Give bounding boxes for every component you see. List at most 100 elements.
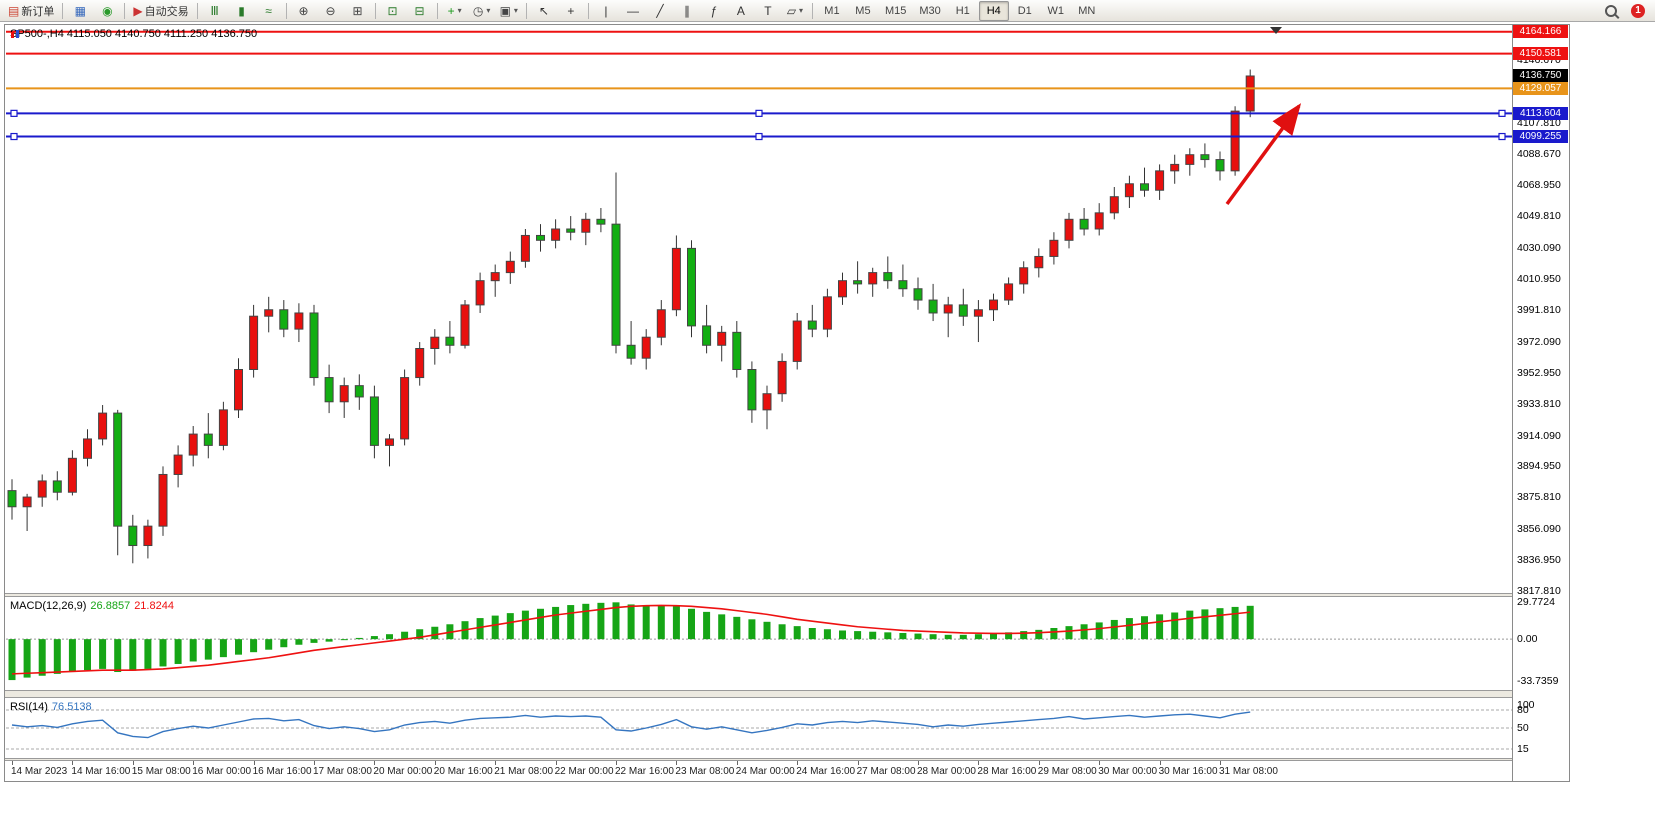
price-tick-label: 4088.670 (1517, 147, 1561, 160)
fibonacci-icon: ƒ (710, 3, 718, 18)
time-tick (193, 761, 195, 765)
rsi-scale-label: 100 (1517, 699, 1535, 711)
candle-chart-type-button[interactable]: ▮ (229, 1, 255, 21)
tile-windows-icon: ⊞ (352, 3, 363, 18)
rsi-value: 76.5138 (51, 701, 92, 713)
notifications-button[interactable]: 1 (1625, 1, 1651, 21)
timeframe-h1-button[interactable]: H1 (955, 4, 970, 17)
timeframe-m1-button[interactable]: M1 (824, 4, 840, 17)
rsi-indicator-label: RSI(14) 76.5138 (10, 701, 92, 713)
crosshair-button[interactable]: + (558, 1, 584, 21)
time-label: 16 Mar 16:00 (252, 766, 312, 777)
toolbar-separator (285, 2, 287, 19)
vertical-line-button[interactable]: | (593, 1, 619, 21)
current-price-badge: 4136.750 (1513, 69, 1568, 83)
add-indicator-icon: + (447, 3, 455, 18)
time-tick (978, 761, 980, 765)
macd-indicator-label: MACD(12,26,9) 26.8857 21.8244 (10, 600, 174, 612)
shapes-icon: ▱ (786, 3, 797, 18)
macd-scale-label: 0.00 (1517, 633, 1538, 646)
panel-separator[interactable] (5, 593, 1569, 597)
zoom-in-button[interactable]: ⊕ (291, 1, 317, 21)
macd-scale-label: -33.7359 (1517, 674, 1559, 687)
timeframe-m15-button[interactable]: M15 (884, 4, 907, 17)
rsi-scale-label: 15 (1517, 743, 1529, 755)
panel-separator[interactable] (5, 690, 1569, 698)
search-button[interactable] (1598, 1, 1624, 21)
autotrading-button[interactable]: ▶ 自动交易 (129, 1, 192, 21)
line-handle (10, 132, 18, 141)
bar-chart-type-button[interactable]: Ⅲ (202, 1, 228, 21)
channel-icon: ∥ (683, 3, 690, 18)
timeframe-w1-button[interactable]: W1 (1047, 4, 1065, 17)
template-button[interactable]: ▣ ▾ (496, 1, 522, 21)
trend-arrow[interactable] (1225, 103, 1302, 206)
channel-button[interactable]: ∥ (674, 1, 700, 21)
toolbar-separator (196, 2, 198, 19)
macd-main-value: 26.8857 (90, 600, 131, 612)
macd-name: MACD(12,26,9) (10, 600, 87, 612)
fibonacci-button[interactable]: ƒ (701, 1, 727, 21)
timeframe-mn-button[interactable]: MN (1078, 4, 1096, 17)
zoom-out-button[interactable]: ⊖ (318, 1, 344, 21)
indicators-window-button[interactable]: ⊡ (380, 1, 406, 21)
horizontal-line-button[interactable]: — (620, 1, 646, 21)
price-tick-label: 3894.950 (1517, 460, 1561, 473)
market-watch-icon: ◉ (102, 3, 113, 18)
time-tick (555, 761, 557, 765)
label-button[interactable]: T (755, 1, 781, 21)
timeframe-m5-button[interactable]: M5 (855, 4, 871, 17)
time-label: 30 Mar 00:00 (1098, 766, 1158, 777)
price-line-badge: 4129.057 (1513, 81, 1568, 95)
trendline-icon: ╱ (656, 3, 664, 18)
crosshair-icon: + (567, 3, 575, 18)
indicators-list-button[interactable]: ⊟ (407, 1, 433, 21)
timeframe-h4-button[interactable]: H4 (978, 0, 1009, 21)
add-indicator-button[interactable]: + ▾ (442, 1, 468, 21)
market-watch-button[interactable]: ◉ (94, 1, 120, 21)
macd-scale-label: 29.7724 (1517, 596, 1555, 609)
time-tick (374, 761, 376, 765)
shapes-button[interactable]: ▱ ▾ (782, 1, 808, 21)
rsi-canvas[interactable] (6, 698, 1512, 758)
candlestick-chart-icon: ▮ (238, 3, 245, 18)
chart-shift-marker[interactable] (1270, 27, 1282, 34)
macd-histogram (8, 602, 1254, 681)
time-tick (1038, 761, 1040, 765)
time-tick (616, 761, 617, 765)
time-label: 17 Mar 08:00 (313, 766, 372, 777)
price-tick-label: 3933.810 (1517, 397, 1561, 410)
time-tick (1220, 761, 1221, 765)
price-line-badge: 4113.604 (1513, 106, 1568, 120)
main-chart-canvas[interactable] (6, 26, 1512, 593)
line-chart-type-button[interactable]: ≈ (256, 1, 282, 21)
time-tick (857, 761, 859, 765)
time-axis[interactable]: 14 Mar 2023 14 Mar 16:00 15 Mar 08:00 16 Ma… (5, 761, 1512, 781)
trendline-button[interactable]: ╱ (647, 1, 673, 21)
toolbar-separator (436, 2, 438, 19)
period-menu-button[interactable]: ◷ ▾ (469, 1, 495, 21)
text-icon: A (736, 3, 745, 18)
charts-grid-button[interactable]: ▦ (67, 1, 93, 21)
horizontal-line-objects[interactable] (6, 30, 1512, 141)
tile-windows-button[interactable]: ⊞ (345, 1, 371, 21)
time-tick (676, 761, 678, 765)
price-tick-label: 4049.810 (1517, 210, 1561, 223)
cursor-button[interactable]: ↖ (531, 1, 557, 21)
price-tick-label: 3952.950 (1517, 366, 1561, 379)
timeframe-m30-button[interactable]: M30 (919, 4, 941, 17)
price-line-badge: 4099.255 (1513, 130, 1568, 144)
timeframe-d1-button[interactable]: D1 (1017, 4, 1032, 17)
text-button[interactable]: A (728, 1, 754, 21)
text-label-icon: T (764, 3, 772, 18)
price-axis[interactable]: 4146.6704107.8104088.6704068.9504049.810… (1512, 25, 1569, 781)
new-order-button[interactable]: ▤ 新订单 (4, 1, 58, 21)
time-label: 24 Mar 16:00 (796, 766, 856, 777)
vertical-line-icon: | (604, 3, 608, 18)
time-label: 14 Mar 2023 (11, 766, 68, 777)
macd-canvas[interactable] (6, 597, 1512, 690)
dropdown-caret-icon: ▾ (513, 6, 518, 15)
time-label: 24 Mar 00:00 (735, 766, 795, 777)
cursor-icon: ↖ (538, 3, 549, 18)
